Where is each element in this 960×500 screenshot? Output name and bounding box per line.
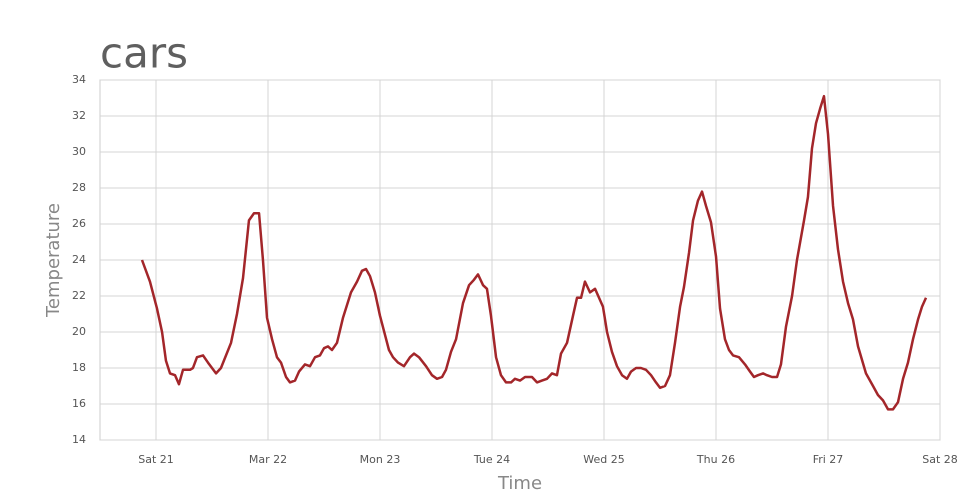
y-tick-label: 18 [72,361,86,374]
x-tick-label: Fri 27 [813,453,844,466]
y-tick-label: 28 [72,181,86,194]
y-tick-label: 14 [72,433,86,446]
x-tick-label: Mar 22 [249,453,287,466]
y-tick-label: 24 [72,253,86,266]
chart-title: cars [100,29,188,78]
y-tick-label: 26 [72,217,86,230]
x-tick-label: Sat 21 [138,453,174,466]
x-tick-label: Thu 26 [696,453,735,466]
x-tick-label: Mon 23 [360,453,401,466]
y-tick-label: 22 [72,289,86,302]
data-line [140,94,928,411]
x-axis-label: Time [497,473,542,494]
x-tick-label: Wed 25 [583,453,624,466]
x-tick-label: Tue 24 [473,453,510,466]
x-tick-label: Sat 28 [922,453,958,466]
y-tick-label: 30 [72,145,86,158]
y-tick-label: 16 [72,397,86,410]
y-tick-label: 32 [72,109,86,122]
y-tick-label: 34 [72,73,86,86]
y-axis-label: Temperature [43,203,64,318]
y-tick-label: 20 [72,325,86,338]
